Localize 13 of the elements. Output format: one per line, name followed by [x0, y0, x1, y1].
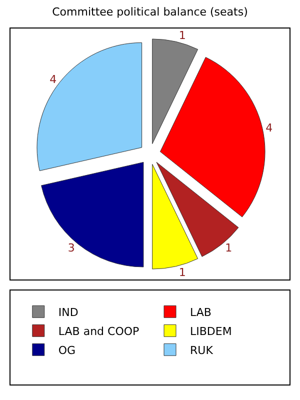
data-label: 1 — [178, 28, 186, 42]
legend-label: IND — [58, 306, 78, 319]
chart-title: Committee political balance (seats) — [52, 6, 248, 19]
data-label: 1 — [178, 266, 186, 280]
data-label: 1 — [225, 242, 232, 255]
data-label: 4 — [50, 73, 57, 86]
legend-label: RUK — [190, 344, 214, 357]
legend-label: LAB and COOP — [58, 324, 140, 338]
legend-label: LAB — [190, 306, 212, 319]
data-label: 3 — [68, 242, 75, 255]
legend-label: LIBDEM — [190, 324, 232, 338]
data-label: 4 — [266, 122, 273, 135]
legend-label: OG — [58, 344, 76, 357]
